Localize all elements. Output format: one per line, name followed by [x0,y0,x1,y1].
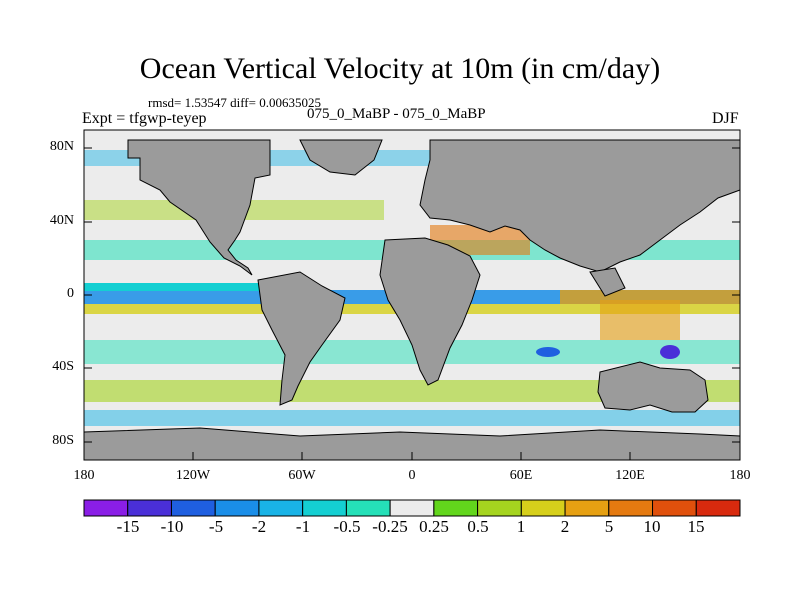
colorbar-box [652,499,697,517]
run-label: 075_0_MaBP - 075_0_MaBP [307,106,486,122]
lon-label-120w: 120W [175,468,211,483]
colorbar-box [608,499,654,517]
lon-label-180w: 180 [73,468,95,483]
lon-label-60w: 60W [288,468,316,483]
north-america [127,139,271,276]
colorbar-box [83,499,129,517]
lat-label-0: 0 [67,286,74,301]
colorbar-label: -2 [251,517,267,536]
lat-label-80n: 80N [49,139,74,154]
colorbar-label: -0.5 [333,517,361,536]
experiment-label: Expt = tfgwp-teyep [82,110,207,127]
colorbar-box [302,499,347,517]
colorbar-label: -10 [160,517,184,536]
maritime-continent [589,267,626,297]
south-america [257,271,346,406]
colorbar-label: -15 [116,517,140,536]
colorbar-label: -1 [295,517,311,536]
colorbar-label: -5 [208,517,224,536]
colorbar-label: 2 [560,517,570,536]
colorbar [83,499,741,517]
colorbar-box [214,499,260,517]
colorbar-box [258,499,304,517]
colorbar-label: 1 [516,517,526,536]
australia [597,361,709,413]
colorbar-box [127,499,172,517]
colorbar-box [520,499,566,517]
lon-label-120e: 120E [615,468,645,483]
colorbar-box [433,499,479,517]
colorbar-label: 15 [687,517,705,536]
colorbar-box [389,499,435,517]
map-title: Ocean Vertical Velocity at 10m (in cm/da… [139,52,661,85]
lat-label-40n: 40N [49,213,74,228]
lat-tick-marks [84,147,740,443]
colorbar-label: 5 [604,517,614,536]
colorbar-box [695,499,741,517]
colorbar-box [477,499,522,517]
land-masses [83,139,741,461]
season-label: DJF [712,110,739,127]
greenland [299,139,383,176]
rmsd-stats: rmsd= 1.53547 diff= 0.00635025 [148,95,321,110]
lat-label-80s: 80S [52,433,74,448]
colorbar-label: 0.25 [419,517,449,536]
lon-label-60e: 60E [509,468,533,483]
colorbar-label: 10 [643,517,661,536]
lon-label-180e: 180 [729,468,751,483]
colorbar-box [345,499,391,517]
colorbar-label: 0.5 [467,517,489,536]
eurasia [419,139,741,273]
colorbar-label: -0.25 [372,517,408,536]
lon-label-0: 0 [408,468,416,483]
colorbar-box [564,499,610,517]
lat-label-40s: 40S [52,359,74,374]
africa [379,237,481,386]
lon-tick-marks [83,452,741,460]
colorbar-box [170,499,216,517]
